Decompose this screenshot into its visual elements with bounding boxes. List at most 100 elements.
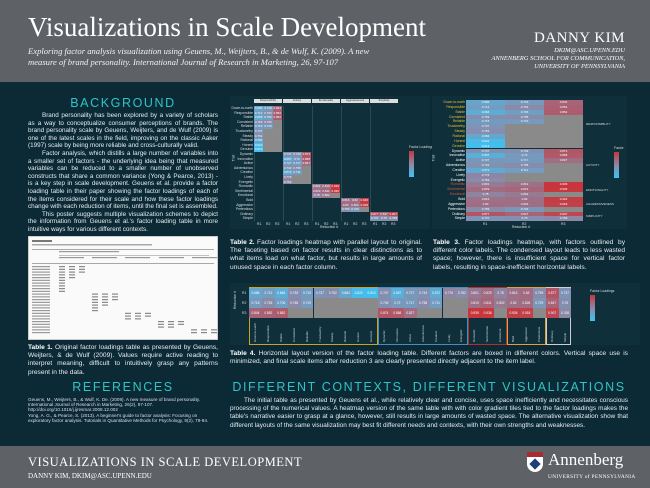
table1-line (32, 310, 50, 312)
heatmap-cell: 0.752 (254, 133, 264, 139)
trait-label: Pretentious (536, 326, 541, 342)
heatmap-cell: 0.801 (312, 184, 322, 189)
table1-line (32, 301, 50, 303)
table1-scan (32, 240, 217, 334)
table1-line (32, 332, 50, 334)
caption-label: Table 3. (433, 239, 460, 246)
heatmap-cell (330, 193, 340, 198)
heatmap-cell: 0.918 (359, 202, 369, 208)
heatmap-cell (301, 175, 311, 180)
heatmap-cell: 0.847 (545, 298, 559, 308)
heatmap-cell (544, 143, 583, 149)
heatmap-cell (429, 308, 443, 318)
heatmap-cell: 0.83 (341, 202, 351, 208)
heatmap-cell: 0.672 (429, 288, 443, 298)
trait-label: Bold (511, 335, 515, 342)
table1-line (201, 332, 207, 334)
heatmap-cell: 0.829 (481, 288, 495, 298)
heatmap-cell: 0.706 (263, 115, 273, 120)
trait-label: Adventurous (233, 165, 253, 170)
heatmap-cell (326, 298, 340, 308)
heatmap-cell: 0.711 (292, 170, 302, 175)
background-p3: This poster suggests multiple visualizat… (28, 210, 218, 233)
heatmap-cell: 0.827 (544, 158, 583, 164)
trait-label: Lively (244, 175, 253, 179)
heatmap-cell: 0.759 (341, 207, 351, 212)
x-tick: R3 (304, 222, 309, 226)
heatmap-cell (326, 308, 340, 318)
heatmap-cell: 0.802 (505, 192, 544, 197)
heatmap-cell: 0.926 (507, 308, 520, 318)
heatmap-cell: 0.78 (466, 192, 505, 197)
heatmap-cell: 0.762 (466, 177, 505, 183)
heatmap-cell (505, 124, 544, 130)
table1-line (201, 329, 207, 331)
table1-line (59, 288, 65, 290)
table1-line (168, 323, 174, 325)
heatmap-cell: 0.826 (505, 201, 544, 207)
heatmap-cell: 0.852 (272, 110, 282, 116)
heatmap-cell: 0.743 (416, 288, 430, 298)
heatmap-cell: 0.758 (416, 298, 430, 308)
heatmap-cell (359, 207, 369, 212)
heatmap-cell: 0.802 (494, 298, 507, 308)
heatmap-cell: 0.753 (254, 119, 264, 125)
heatmap-cell: 0.686 (466, 100, 505, 105)
trait-label: Simple (242, 216, 253, 221)
table1-line (32, 268, 50, 270)
heatmap-cell: 0.762 (283, 179, 293, 185)
heatmap-cell: 0.776 (466, 172, 505, 178)
footer-author: DANNY KIM, DKIM@ASC.UPENN.EDU (28, 472, 152, 480)
heatmap-cell: 0.763 (261, 298, 275, 308)
heatmap-cell: 0.718 (249, 298, 262, 308)
trait-label: Trustworthy (235, 129, 253, 133)
trait-label: Energetic (459, 329, 464, 342)
x-axis-label: Reduction # (320, 225, 339, 229)
table1-line (145, 315, 151, 317)
heatmap-cell: 0.939 (330, 184, 340, 189)
heatmap-cell (313, 298, 327, 308)
table1-line (32, 315, 50, 317)
table1-line (158, 321, 164, 323)
heatmap-cell: 0.622 (466, 138, 505, 144)
heatmap-cell: 0.719 (505, 119, 544, 125)
heatmap-cell (544, 133, 583, 139)
heatmap-cell: 0.907 (545, 308, 559, 318)
table1-line (159, 257, 184, 259)
x-tick: R3 (333, 222, 338, 226)
heatmap-cell: 0.729 (505, 206, 544, 212)
heatmap-cell: 0.752 (326, 288, 340, 298)
trait-label: Lively (456, 172, 465, 177)
facet-strip: Aggressiveness (341, 99, 369, 103)
heatmap-cell: 0.737 (466, 124, 505, 130)
heatmap-cell: 0.926 (544, 197, 583, 202)
table1-line (79, 268, 85, 270)
table1-line (102, 299, 108, 301)
heatmap-cell: 0.666 (274, 288, 288, 298)
heatmap-cell: 0.715 (300, 288, 314, 298)
heatmap-cell: 0.852 (261, 308, 275, 318)
heatmap-cell (272, 147, 282, 152)
heatmap-cell: 0.819 (505, 182, 544, 188)
legend-title: Factor Loadings (409, 145, 434, 149)
heatmap-cell: 0.776 (442, 288, 456, 298)
heatmap-cell: 0.874 (301, 152, 311, 157)
table1-line (32, 263, 214, 264)
table1-line (191, 332, 197, 334)
heatmap-cell: 0.717 (292, 161, 302, 166)
heatmap-cell: 0.622 (352, 288, 366, 298)
trait-label: Ordinary (451, 211, 465, 216)
heatmap-cell: 0.763 (263, 110, 273, 116)
trait-label: Reliable (240, 124, 253, 129)
heatmap-cell (416, 308, 430, 318)
table1-line (32, 249, 214, 250)
heatmap-cell: 0.686 (254, 106, 264, 111)
heatmap-cell: 0.737 (313, 288, 327, 298)
heatmap-cell: 0.758 (505, 163, 544, 168)
y-tick: R3 (242, 311, 247, 315)
heatmap-cell: 0.752 (466, 129, 505, 134)
heatmap-cell (292, 175, 302, 180)
trait-label: Adventurous (420, 325, 425, 342)
heatmap-cell: 0.83 (466, 201, 505, 207)
heatmap-cell: 0.743 (466, 163, 505, 168)
